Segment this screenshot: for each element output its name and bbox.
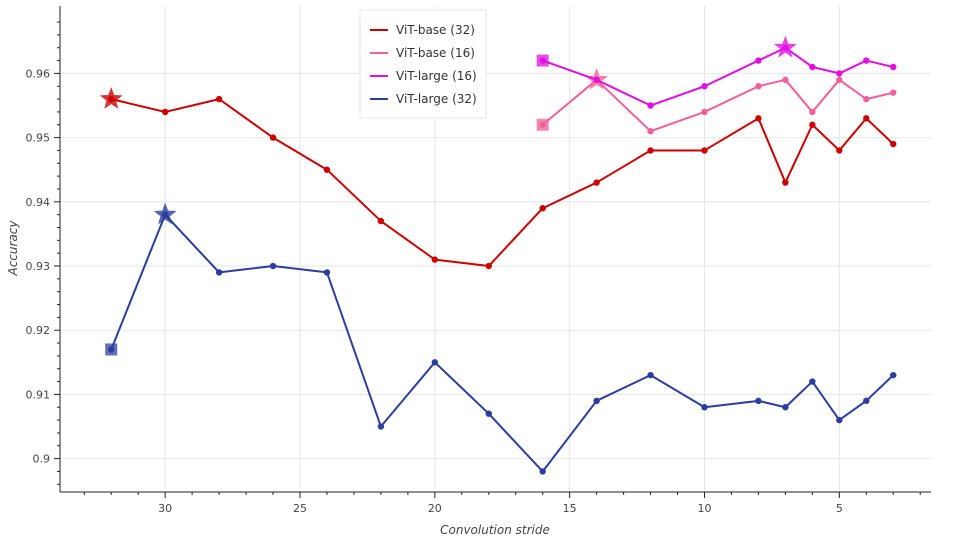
data-point [593, 179, 600, 186]
series-0 [99, 87, 897, 270]
start-square-marker [105, 343, 118, 356]
data-point [836, 147, 843, 154]
data-point [647, 127, 654, 135]
series-3 [105, 202, 897, 475]
best-star-marker [99, 87, 123, 109]
series-line [111, 98, 894, 268]
x-tick-label: 25 [293, 502, 307, 515]
x-tick-label: 5 [836, 502, 843, 515]
data-point [377, 423, 385, 430]
data-point [593, 76, 600, 84]
y-tick-label: 0.96 [26, 67, 51, 80]
data-point [485, 410, 492, 417]
data-point [809, 63, 816, 71]
data-point [269, 134, 277, 141]
data-point [755, 83, 762, 90]
y-tick-label: 0.9 [33, 453, 51, 466]
best-star-marker [773, 35, 797, 58]
data-point [809, 378, 816, 385]
legend-label: ViT-base (32) [396, 23, 475, 37]
legend-label: ViT-large (32) [396, 92, 477, 106]
grid-layer [60, 6, 931, 492]
series-line [110, 213, 894, 473]
data-point [836, 416, 843, 424]
start-square-marker [536, 118, 549, 131]
data-point [647, 102, 654, 109]
x-tick-label: 15 [563, 502, 577, 515]
data-point [539, 205, 546, 212]
data-point [215, 269, 223, 276]
data-point [755, 57, 762, 64]
data-point [323, 269, 331, 276]
data-point [485, 262, 492, 270]
data-point [809, 121, 816, 128]
data-point [809, 108, 816, 116]
data-point [890, 89, 897, 96]
data-point [539, 468, 546, 475]
axes-layer: 30 25 20 15 10 5 0.9 0.91 0.92 0.93 0.94 0.95 0.96 [26, 6, 931, 515]
data-point [890, 63, 897, 71]
data-point [755, 397, 762, 405]
data-point [323, 166, 331, 173]
x-tick-label: 10 [697, 502, 711, 515]
best-star-marker [153, 202, 177, 225]
data-point [782, 404, 789, 411]
data-point [431, 256, 439, 263]
data-point [890, 371, 897, 379]
data-point [377, 217, 385, 225]
data-point [782, 76, 789, 84]
data-point [755, 115, 762, 122]
y-tick-label: 0.91 [26, 388, 51, 401]
data-point [269, 262, 277, 270]
y-tick-label: 0.94 [26, 196, 51, 209]
data-point [863, 397, 870, 405]
x-tick-label: 20 [428, 502, 442, 515]
y-tick-label: 0.92 [26, 324, 51, 337]
data-point [890, 140, 897, 148]
legend: ViT-base (32) ViT-base (16) ViT-large (16)… [359, 9, 487, 119]
data-point [863, 57, 870, 64]
series-line [542, 46, 894, 107]
y-tick-label: 0.93 [26, 260, 51, 273]
series-layer [99, 35, 897, 475]
y-axis-title: Accuracy [6, 220, 20, 277]
x-axis-title: Convolution stride [440, 523, 550, 537]
data-point [431, 359, 439, 366]
data-point [863, 95, 870, 103]
legend-label: ViT-base (16) [396, 46, 475, 60]
data-point [701, 108, 708, 116]
data-point [701, 83, 708, 90]
data-point [701, 147, 708, 154]
start-square-marker [536, 54, 549, 67]
data-point [647, 147, 654, 154]
data-point [161, 108, 169, 116]
y-tick-label: 0.95 [26, 132, 51, 145]
data-point [836, 76, 843, 84]
data-point [593, 397, 600, 405]
series-2 [536, 35, 897, 109]
data-point [863, 115, 870, 122]
data-point [215, 95, 223, 103]
data-point [701, 404, 708, 411]
data-point [782, 179, 789, 186]
x-tick-label: 30 [158, 502, 172, 515]
series-line [542, 78, 894, 133]
data-point [836, 70, 843, 77]
data-point [647, 371, 654, 379]
legend-label: ViT-large (16) [396, 69, 477, 83]
